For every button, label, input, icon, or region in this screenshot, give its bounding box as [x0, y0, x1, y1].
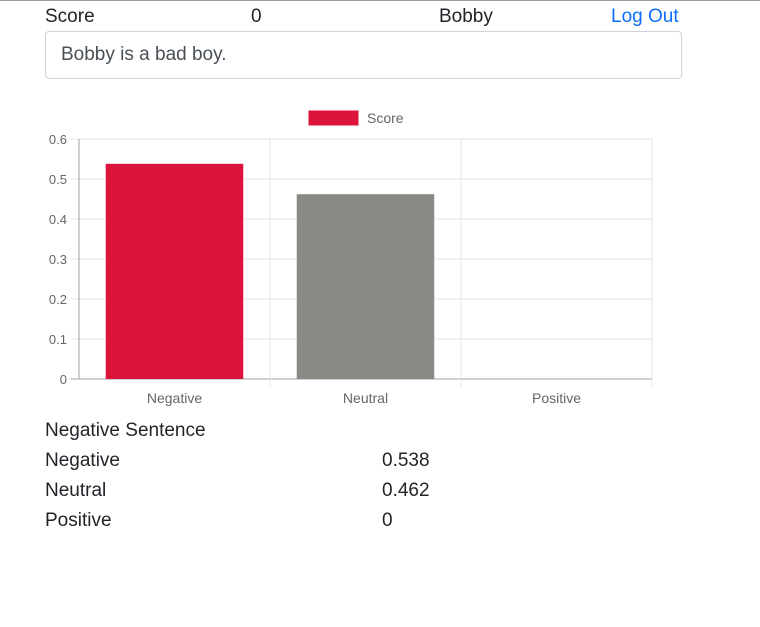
y-tick-label: 0.5	[49, 172, 67, 187]
score-value: 0	[251, 6, 262, 27]
y-tick-label: 0.4	[49, 212, 67, 227]
result-value: 0.538	[382, 450, 430, 471]
x-axis: Negative Neutral Positive	[147, 390, 581, 406]
result-label: Neutral	[45, 480, 107, 501]
result-row-positive: Positive 0	[45, 510, 545, 532]
username: Bobby	[439, 6, 493, 27]
result-row-negative: Negative 0.538	[45, 450, 545, 472]
result-title: Negative Sentence	[45, 420, 206, 441]
sentence-input[interactable]	[45, 31, 682, 79]
legend-label: Score	[367, 110, 404, 126]
y-tick-label: 0.3	[49, 252, 67, 267]
result-row-neutral: Neutral 0.462	[45, 480, 545, 502]
result-label: Negative	[45, 450, 120, 471]
result-value: 0	[382, 510, 393, 531]
x-tick-label: Positive	[532, 390, 581, 406]
y-tick-label: 0	[60, 372, 67, 387]
legend-swatch[interactable]	[307, 109, 360, 127]
top-border	[0, 0, 760, 1]
bar-neutral[interactable]	[296, 194, 435, 379]
chart-bars	[105, 163, 435, 379]
score-label: Score	[45, 6, 95, 27]
result-value: 0.462	[382, 480, 430, 501]
logout-link[interactable]: Log Out	[611, 6, 679, 27]
y-tick-label: 0.6	[49, 132, 67, 147]
y-axis: 0 0.1 0.2 0.3 0.4 0.5 0.6	[49, 132, 67, 387]
x-tick-label: Neutral	[343, 390, 388, 406]
result-label: Positive	[45, 510, 112, 531]
x-tick-label: Negative	[147, 390, 202, 406]
y-tick-label: 0.1	[49, 332, 67, 347]
bar-negative[interactable]	[105, 163, 244, 379]
sentiment-chart: Score 0 0.1 0.2 0.3 0.4 0.5 0.6 Negative Neutra…	[49, 109, 653, 406]
y-tick-label: 0.2	[49, 292, 67, 307]
